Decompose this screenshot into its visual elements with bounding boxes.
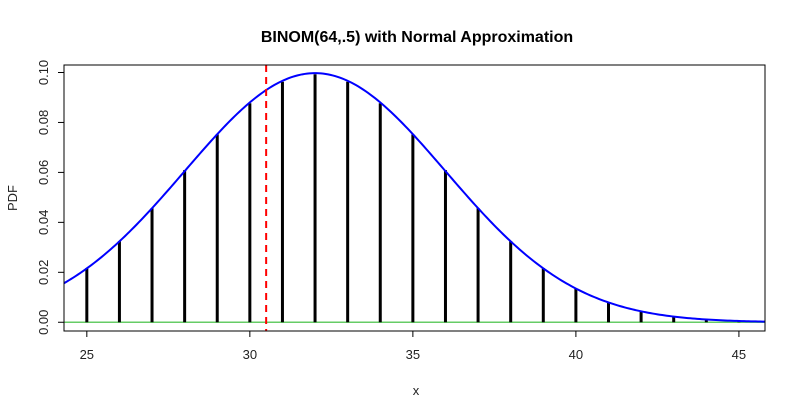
plot-area (64, 65, 765, 331)
y-axis-label: PDF (5, 185, 20, 211)
x-tick-label: 25 (80, 347, 94, 362)
normal-curve (64, 72, 765, 323)
y-axis: 0.00 0.02 0.04 0.06 0.08 0.10 (36, 60, 64, 335)
y-tick-label: 0.04 (36, 210, 51, 235)
x-tick-label: 35 (406, 347, 420, 362)
y-tick-label: 0.10 (36, 60, 51, 85)
x-axis-label: x (413, 383, 420, 398)
x-axis: 25 30 35 40 45 (80, 331, 746, 362)
chart-title: BINOM(64,.5) with Normal Approximation (261, 29, 573, 46)
plot-frame (63, 64, 766, 332)
x-tick-label: 40 (569, 347, 583, 362)
x-tick-label: 45 (732, 347, 746, 362)
y-tick-label: 0.06 (36, 160, 51, 185)
y-tick-label: 0.08 (36, 110, 51, 135)
x-tick-label: 30 (243, 347, 257, 362)
y-tick-label: 0.02 (36, 260, 51, 285)
y-tick-label: 0.00 (36, 310, 51, 335)
